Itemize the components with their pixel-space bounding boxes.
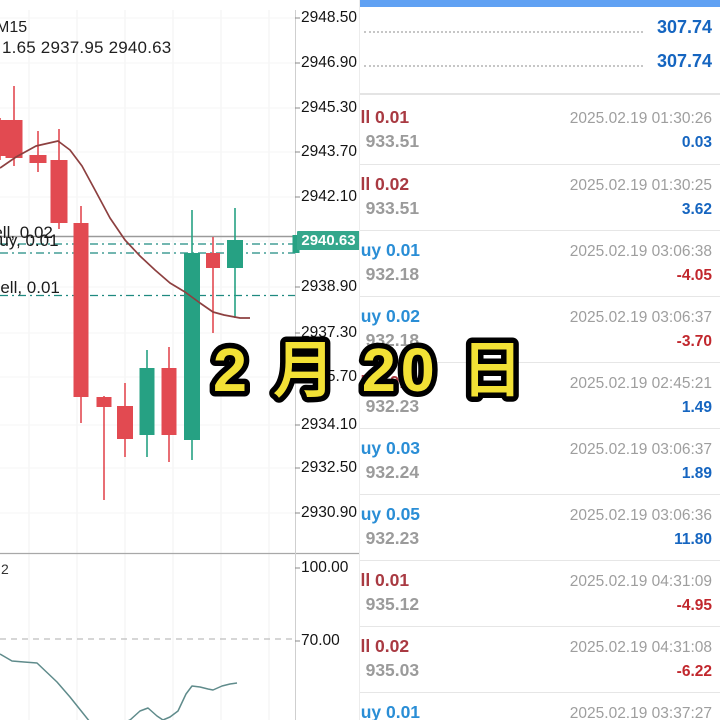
history-row[interactable]: buy 0.05 2025.02.19 03:06:36 2 932.23 11.80 bbox=[360, 494, 720, 560]
summary-value: 307.74 bbox=[656, 51, 712, 71]
price-axis-label: 2945.30 bbox=[301, 99, 358, 116]
history-row[interactable]: buy 0.02 2025.02.19 03:06:37 2 932.18 -3.70 bbox=[360, 296, 720, 362]
order-time: 2025.02.19 01:30:26 bbox=[569, 110, 712, 127]
history-row[interactable]: sell 0.02 2025.02.19 04:31:08 2 935.03 -6.2… bbox=[360, 626, 720, 692]
order-type: sell 0.02 bbox=[360, 636, 410, 656]
history-row[interactable]: buy 0.03 2025.02.19 03:06:37 2 932.24 1.89 bbox=[360, 428, 720, 494]
order-price: 2 933.51 bbox=[360, 131, 420, 151]
order-price: 2 932.18 bbox=[360, 264, 420, 284]
candle bbox=[29, 155, 47, 163]
candle bbox=[161, 368, 177, 435]
summary-value: 307.74 bbox=[656, 17, 712, 37]
order-type: buy 0.01 bbox=[360, 702, 421, 720]
order-time: 2025.02.19 03:06:37 bbox=[569, 309, 712, 326]
price-axis-label: 70.00 bbox=[301, 632, 340, 649]
summary-row: 307.74 bbox=[364, 17, 712, 51]
order-type: buy 0.03 bbox=[360, 438, 421, 458]
order-type: sell 0.02 bbox=[360, 174, 410, 194]
history-row[interactable]: sell 0.02 2025.02.19 01:30:25 2 933.51 3.62 bbox=[360, 164, 720, 230]
trade-history-panel[interactable]: 307.74 307.74 sell 0.01 2025.02.19 01:30:2… bbox=[360, 7, 720, 720]
candle bbox=[184, 253, 200, 440]
candle bbox=[139, 368, 155, 435]
candle bbox=[292, 235, 300, 253]
candle bbox=[0, 120, 7, 156]
order-type: sell 0.01 bbox=[360, 107, 410, 127]
split-divider bbox=[359, 0, 360, 720]
order-time: 2025.02.19 04:31:08 bbox=[569, 639, 712, 656]
price-axis-label: 2934.10 bbox=[301, 416, 358, 433]
status-bar-right bbox=[360, 0, 720, 7]
candle bbox=[206, 253, 220, 268]
order-profit: -4.05 bbox=[676, 267, 712, 284]
order-time: 2025.02.19 02:45:21 bbox=[569, 375, 712, 392]
open-position-label: Sell, 0.01 bbox=[0, 278, 60, 297]
order-time: 2025.02.19 03:06:37 bbox=[569, 441, 712, 458]
candle bbox=[50, 160, 68, 223]
candlestick-chart[interactable]: M15 1.65 2937.95 2940.63 2948.50 2946.90 2… bbox=[0, 0, 360, 720]
order-profit: -4.95 bbox=[676, 597, 712, 614]
order-profit: 0.03 bbox=[681, 134, 712, 151]
indicator-pane-label: 2 bbox=[1, 561, 9, 577]
open-position-label: Sell, 0.02 bbox=[0, 223, 53, 242]
order-type: sell 0.01 bbox=[360, 570, 410, 590]
chart-header: M15 1.65 2937.95 2940.63 bbox=[0, 18, 171, 58]
current-price-tag: 2940.63 bbox=[297, 231, 360, 250]
order-time: 2025.02.19 03:06:38 bbox=[569, 243, 712, 260]
order-price: 2 932.24 bbox=[360, 462, 420, 482]
order-profit: 11.80 bbox=[674, 531, 712, 548]
summary-row: 307.74 bbox=[364, 51, 712, 85]
history-row[interactable]: sell 0.01 2025.02.19 01:30:26 2 933.51 0.03 bbox=[360, 98, 720, 164]
order-price: 2 935.12 bbox=[360, 594, 420, 614]
candle bbox=[96, 397, 112, 407]
price-axis-label: 2935.70 bbox=[301, 368, 358, 385]
history-row[interactable]: buy 0.01 2025.02.19 03:37:27 bbox=[360, 692, 720, 720]
price-axis-label: 2937.30 bbox=[301, 324, 358, 341]
ohlc-values: 1.65 2937.95 2940.63 bbox=[2, 38, 172, 57]
dotted-leader bbox=[364, 65, 643, 67]
history-rows: sell 0.01 2025.02.19 01:30:26 2 933.51 0.03… bbox=[360, 98, 720, 720]
candle bbox=[117, 406, 133, 439]
order-time: 2025.02.19 03:37:27 bbox=[569, 705, 712, 720]
price-axis-label: 2943.70 bbox=[301, 143, 358, 160]
order-price: 2 932.23 bbox=[360, 396, 420, 416]
order-profit: -3.70 bbox=[676, 333, 712, 350]
timeframe-label: M15 bbox=[0, 19, 28, 36]
price-axis-label: 100.00 bbox=[301, 559, 349, 576]
candle bbox=[227, 240, 243, 268]
order-type: buy 0.05 bbox=[360, 504, 421, 524]
order-profit: -6.22 bbox=[676, 663, 712, 680]
order-type: buy 0.01 bbox=[360, 240, 421, 260]
candle bbox=[5, 120, 23, 158]
order-profit: 1.89 bbox=[681, 465, 712, 482]
order-price: 2 933.51 bbox=[360, 198, 420, 218]
open-position-label: Buy, 0.01 bbox=[0, 231, 59, 250]
account-summary: 307.74 307.74 bbox=[364, 17, 712, 85]
history-row[interactable]: sell 0.01 2025.02.19 02:45:21 2 932.23 1.49 bbox=[360, 362, 720, 428]
chart-canvas bbox=[0, 10, 360, 720]
order-time: 2025.02.19 03:06:36 bbox=[569, 507, 712, 524]
summary-separator bbox=[360, 93, 720, 95]
order-price: 2 932.23 bbox=[360, 528, 420, 548]
order-profit: 3.62 bbox=[681, 201, 712, 218]
dotted-leader bbox=[364, 31, 643, 33]
price-axis-label: 2942.10 bbox=[301, 188, 358, 205]
price-axis-label: 2948.50 bbox=[301, 9, 358, 26]
price-axis-label: 2938.90 bbox=[301, 278, 358, 295]
history-row[interactable]: buy 0.01 2025.02.19 03:06:38 2 932.18 -4.05 bbox=[360, 230, 720, 296]
history-row[interactable]: sell 0.01 2025.02.19 04:31:09 2 935.12 -4.9… bbox=[360, 560, 720, 626]
price-axis-label: 2932.50 bbox=[301, 459, 358, 476]
order-time: 2025.02.19 01:30:25 bbox=[569, 177, 712, 194]
order-type: sell 0.01 bbox=[360, 372, 410, 392]
order-price: 2 935.03 bbox=[360, 660, 420, 680]
order-price: 2 932.18 bbox=[360, 330, 420, 350]
order-profit: 1.49 bbox=[681, 399, 712, 416]
price-axis-label: 2946.90 bbox=[301, 54, 358, 71]
price-axis-label: 2930.90 bbox=[301, 504, 358, 521]
candle bbox=[73, 223, 89, 397]
order-time: 2025.02.19 04:31:09 bbox=[569, 573, 712, 590]
order-type: buy 0.02 bbox=[360, 306, 421, 326]
